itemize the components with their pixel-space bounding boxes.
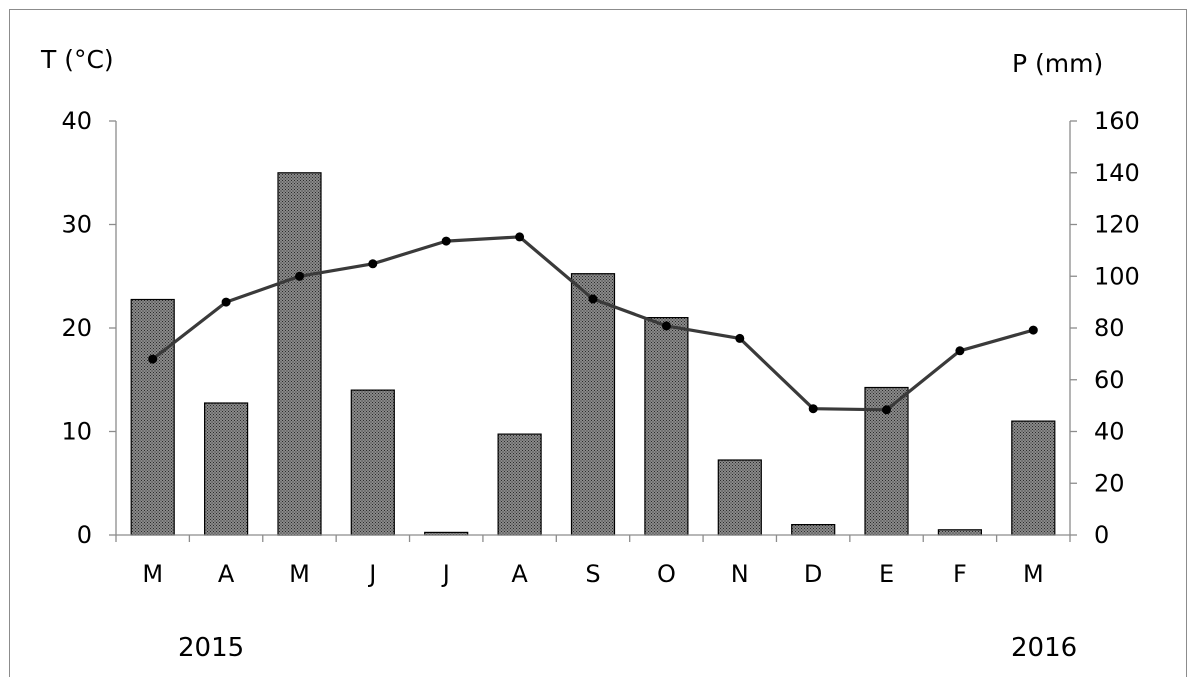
precipitation-bar [130,298,175,536]
tick-labels: 0 10 20 30 40 0 20 40 60 80 100 120 140 160 M A M J J A S O N D… [61,107,1139,588]
x-category-label: O [657,560,676,588]
precipitation-bar [791,523,836,536]
precipitation-bar [1011,420,1056,536]
year-label-end: 2016 [1011,633,1077,663]
precipitation-bar [277,172,322,536]
temperature-point [661,321,671,331]
temperature-point [515,232,525,242]
precipitation-bar [717,459,762,536]
y-left-tick-label: 0 [77,521,92,549]
y-right-tick-label: 80 [1094,314,1125,342]
temperature-line [148,232,1038,415]
temperature-point [295,271,304,281]
temperature-point [221,297,231,307]
precipitation-bar [204,402,249,536]
x-category-label: N [731,560,749,588]
y-right-tick-label: 140 [1094,159,1140,187]
y-left-tick-label: 20 [61,314,92,342]
y-right-tick-label: 160 [1094,107,1140,135]
precipitation-bar [644,317,689,536]
x-category-label: E [879,560,894,588]
temperature-point [882,405,891,415]
y-right-tick-label: 100 [1094,262,1140,290]
temperature-point [955,346,965,356]
y-axis-left-title: T (°C) [40,45,114,74]
x-category-label: S [585,560,600,588]
temperature-point [148,354,158,364]
temperature-point [441,236,451,246]
x-category-label: M [142,560,163,588]
y-right-tick-label: 0 [1094,521,1109,549]
precipitation-bars [130,172,1056,536]
axes [109,120,1077,542]
chart-frame [9,9,1187,677]
x-category-label: A [511,560,528,588]
temperature-point [808,404,818,414]
precipitation-bar [570,273,616,536]
y-left-tick-label: 30 [61,211,92,239]
x-category-label: F [953,560,967,588]
year-label-start: 2015 [178,633,244,663]
y-right-tick-label: 60 [1094,366,1125,394]
x-category-label: J [441,560,450,588]
y-left-tick-label: 10 [61,418,92,446]
y-axis-right-title: P (mm) [1012,49,1103,78]
precipitation-bar [937,529,983,536]
temperature-point [368,259,378,269]
temperature-point [588,294,598,304]
x-category-label: J [367,560,376,588]
precipitation-bar [350,389,395,536]
temperature-point [735,333,745,343]
y-left-tick-label: 40 [61,107,92,135]
x-category-label: A [218,560,235,588]
precipitation-bar [497,433,542,536]
x-category-label: M [1023,560,1044,588]
y-right-tick-label: 20 [1094,469,1125,497]
temperature-point [1028,325,1038,335]
x-category-label: M [289,560,310,588]
y-right-tick-label: 40 [1094,418,1125,446]
x-category-label: D [804,560,822,588]
y-right-tick-label: 120 [1094,211,1140,239]
